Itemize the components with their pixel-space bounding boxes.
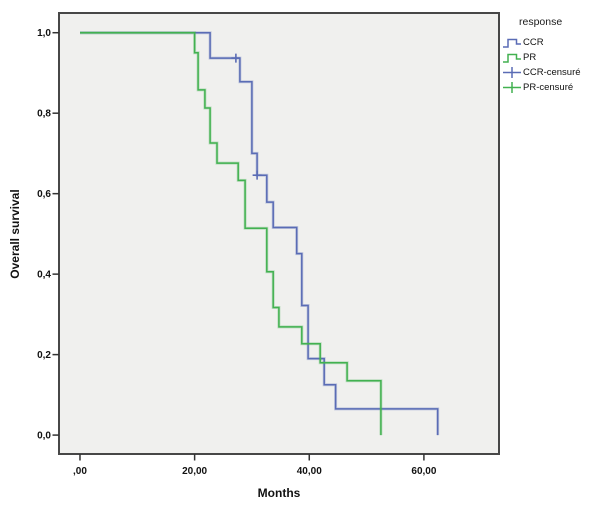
y-axis-title: Overall survival	[8, 189, 22, 279]
pr-curve	[80, 31, 382, 436]
legend-item: PR	[502, 50, 599, 65]
x-axis-title: Months	[257, 486, 301, 500]
censor-mark	[252, 170, 262, 180]
x-tick-label: 60,00	[411, 466, 436, 477]
plot-panel	[58, 12, 500, 455]
x-tick-label: ,00	[73, 466, 87, 477]
legend-item-label: PR	[523, 52, 537, 63]
y-tick-label: 0,4	[37, 270, 51, 281]
legend: response CCR PR CCR-censuré PR-censuré	[502, 16, 599, 95]
y-tick-label: 0,2	[37, 350, 51, 361]
step-line-icon	[503, 53, 521, 63]
legend-items: CCR PR CCR-censuré PR-censuré	[502, 35, 599, 95]
ccr-curve	[80, 31, 439, 436]
step-line-icon	[503, 38, 521, 48]
censor-plus-icon	[503, 67, 521, 78]
censor-plus-icon	[503, 82, 521, 93]
legend-title: response	[519, 16, 563, 28]
y-tick-label: 0,8	[37, 109, 51, 120]
x-tick-label: 40,00	[297, 466, 322, 477]
legend-item: CCR	[502, 35, 599, 50]
legend-item-label: CCR	[523, 37, 544, 48]
y-tick-label: 0,0	[37, 431, 51, 442]
y-tick-label: 1,0	[37, 28, 51, 39]
legend-item-label: PR-censuré	[523, 82, 574, 93]
censor-mark	[231, 53, 241, 63]
legend-item: CCR-censuré	[502, 65, 599, 80]
x-tick-label: 20,00	[182, 466, 207, 477]
legend-item-label: CCR-censuré	[523, 67, 581, 78]
y-tick-label: 0,6	[37, 189, 51, 200]
legend-item: PR-censuré	[502, 80, 599, 95]
